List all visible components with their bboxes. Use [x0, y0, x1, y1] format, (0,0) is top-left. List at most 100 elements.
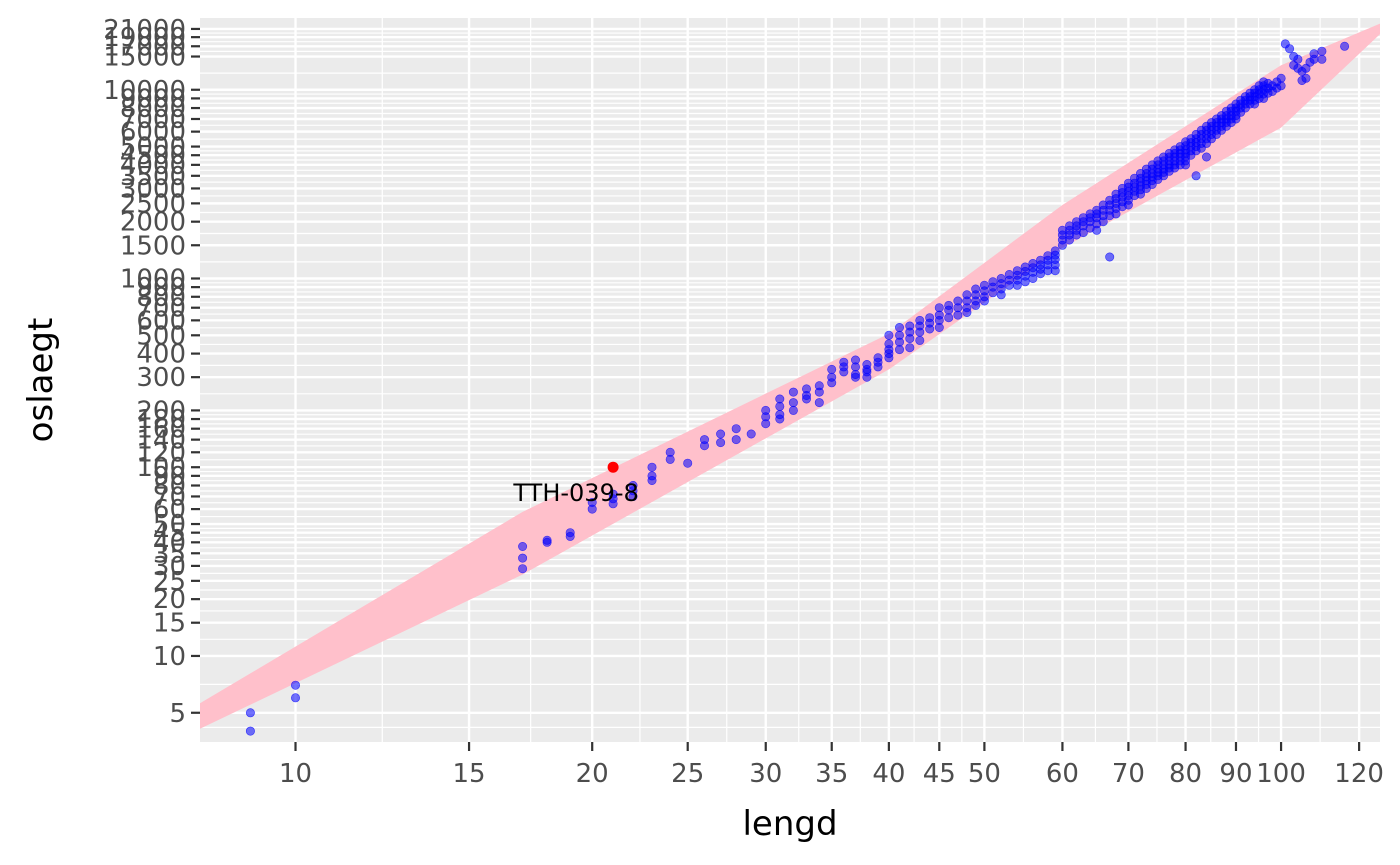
- y-tick-label: 80: [153, 472, 186, 502]
- data-point: [814, 387, 824, 397]
- data-point: [839, 367, 849, 377]
- x-tick-label: 30: [749, 759, 782, 789]
- x-tick-label: 10: [279, 759, 312, 789]
- x-tick-label: 70: [1112, 759, 1145, 789]
- data-point: [925, 324, 935, 334]
- data-point: [731, 424, 741, 434]
- y-tick-label: 10000: [103, 76, 186, 106]
- y-tick-label: 30: [153, 552, 186, 582]
- data-point: [1191, 171, 1201, 181]
- data-point: [608, 489, 618, 499]
- y-tick-label: 4000: [120, 151, 186, 181]
- x-tick-label: 15: [453, 759, 486, 789]
- data-point: [1057, 240, 1067, 250]
- data-point: [542, 535, 552, 545]
- data-point: [884, 353, 894, 363]
- data-point: [1301, 73, 1311, 83]
- data-point: [699, 441, 709, 451]
- data-point: [944, 305, 954, 315]
- data-point: [1012, 280, 1022, 290]
- y-tick-label: 3000: [120, 174, 186, 204]
- data-point: [827, 378, 837, 388]
- data-point: [1078, 228, 1088, 238]
- data-point: [850, 372, 860, 382]
- data-point: [775, 401, 785, 411]
- y-tick-label: 15: [153, 609, 186, 639]
- x-tick-label: 45: [923, 759, 956, 789]
- y-tick-label: 100: [136, 453, 186, 483]
- y-tick-label: 6000: [120, 118, 186, 148]
- y-tick-label: 90: [153, 462, 186, 492]
- x-axis-title: lengd: [742, 804, 837, 844]
- y-tick-label: 45: [153, 519, 186, 549]
- x-tick-label: 100: [1256, 759, 1306, 789]
- data-point: [647, 462, 657, 472]
- data-point: [894, 345, 904, 355]
- highlight-layer: [607, 461, 619, 473]
- y-tick-label: 160: [136, 415, 186, 445]
- y-tick-label: 180: [136, 405, 186, 435]
- y-tick-label: 35: [153, 539, 186, 569]
- y-tick-label: 7000: [120, 105, 186, 135]
- y-tick-label: 500: [136, 321, 186, 351]
- data-point: [1105, 252, 1115, 262]
- y-tick-label: 20: [153, 585, 186, 615]
- y-tick-label: 40: [153, 528, 186, 558]
- y-tick-label: 600: [136, 306, 186, 336]
- data-point: [905, 334, 915, 344]
- data-point: [746, 429, 756, 439]
- y-tick-label: 50: [153, 510, 186, 540]
- data-point: [1231, 114, 1241, 124]
- data-point: [1092, 225, 1102, 235]
- data-point: [1123, 200, 1133, 210]
- data-point: [731, 435, 741, 445]
- data-point: [761, 419, 771, 429]
- y-tick-label: 140: [136, 426, 186, 456]
- highlight-point: [607, 461, 619, 473]
- y-tick-label: 60: [153, 495, 186, 525]
- data-point: [683, 458, 693, 468]
- data-point: [716, 438, 726, 448]
- data-point: [814, 398, 824, 408]
- y-tick-label: 10: [153, 642, 186, 672]
- y-tick-label: 5000: [120, 133, 186, 163]
- y-tick-label: 5: [169, 699, 186, 729]
- data-point: [884, 330, 894, 340]
- data-point: [1111, 209, 1121, 219]
- grid-major: [200, 18, 1380, 742]
- y-tick-label: 70: [153, 482, 186, 512]
- data-point: [1340, 41, 1350, 51]
- data-point: [1020, 277, 1030, 287]
- y-tick-label: 300: [136, 363, 186, 393]
- data-point: [944, 313, 954, 323]
- y-tick-label: 200: [136, 396, 186, 426]
- y-tick-label: 9000: [120, 84, 186, 114]
- data-point: [862, 372, 872, 382]
- data-point: [1276, 81, 1286, 91]
- y-tick-label: 1000: [120, 264, 186, 294]
- data-point: [245, 726, 255, 736]
- data-point: [518, 541, 528, 551]
- x-tick-label: 25: [671, 759, 704, 789]
- data-point: [1098, 217, 1108, 227]
- y-tick-label: 8000: [120, 94, 186, 124]
- data-point: [1317, 46, 1327, 56]
- x-tick-label: 120: [1334, 759, 1384, 789]
- y-tick-label: 17000: [103, 32, 186, 62]
- data-point: [647, 475, 657, 485]
- y-tick-label: 25: [153, 567, 186, 597]
- data-point: [788, 398, 798, 408]
- data-point: [850, 362, 860, 372]
- data-point: [608, 499, 618, 509]
- y-tick-label: 4500: [120, 141, 186, 171]
- data-point: [1147, 179, 1157, 189]
- y-tick-label: 1500: [120, 231, 186, 261]
- data-point: [1202, 152, 1212, 162]
- data-point: [788, 405, 798, 415]
- data-point: [934, 322, 944, 332]
- data-point: [716, 429, 726, 439]
- y-tick-label: 800: [136, 283, 186, 313]
- x-tick-label: 90: [1219, 759, 1252, 789]
- data-point: [1050, 266, 1060, 276]
